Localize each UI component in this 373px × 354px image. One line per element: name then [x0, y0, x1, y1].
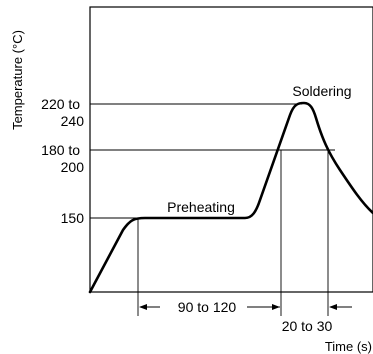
- duration-label-preheat: 90 to 120: [178, 299, 237, 315]
- x-axis-title: Time (s): [325, 339, 372, 354]
- phase-label-soldering: Soldering: [292, 83, 351, 99]
- temperature-profile-line: [88, 101, 373, 294]
- y-tick-label-230: 220 to 240: [41, 96, 84, 129]
- duration-label-reflow: 20 to 30: [282, 318, 333, 334]
- y-tick-label-190: 180 to 200: [41, 142, 84, 175]
- plot-frame: [89, 6, 373, 293]
- y-axis-title: Temperature (°C): [10, 30, 25, 130]
- y-tick-label-150: 150: [61, 210, 85, 226]
- duration-arrowhead-reflow-right: [329, 304, 337, 310]
- duration-arrowhead-preheat-left: [139, 304, 147, 310]
- phase-label-preheating: Preheating: [167, 199, 235, 215]
